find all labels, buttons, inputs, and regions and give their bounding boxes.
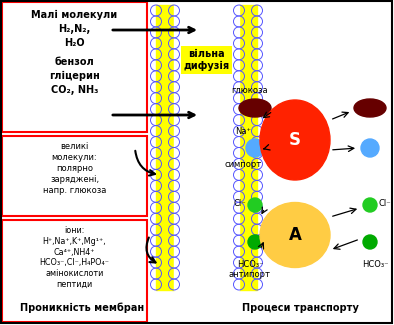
Text: вільна
дифузія: вільна дифузія	[184, 49, 230, 71]
Text: H₂,N₂,: H₂,N₂,	[58, 24, 91, 34]
Ellipse shape	[239, 99, 271, 117]
Text: великі
молекули:
полярно
заряджені,
напр. глюкоза: великі молекули: полярно заряджені, напр…	[43, 142, 106, 195]
Circle shape	[363, 235, 377, 249]
Bar	[239, 5, 257, 290]
Circle shape	[248, 198, 262, 212]
Circle shape	[246, 139, 264, 157]
Text: симпорт: симпорт	[224, 160, 262, 169]
Text: гліцерин: гліцерин	[49, 71, 100, 81]
Ellipse shape	[260, 202, 330, 267]
Text: HCO₃⁻: HCO₃⁻	[362, 260, 388, 269]
Text: бензол: бензол	[55, 57, 95, 67]
Text: Малі молекули: Малі молекули	[32, 10, 118, 20]
Text: Cl⁻: Cl⁻	[234, 199, 246, 207]
Text: глюкоза: глюкоза	[232, 86, 268, 95]
Bar	[174, 5, 239, 290]
Text: Проникність мембран: Проникність мембран	[20, 303, 144, 313]
Text: Процеси транспорту: Процеси транспорту	[242, 303, 359, 313]
Text: Na⁺: Na⁺	[235, 127, 251, 136]
Text: H₂O: H₂O	[64, 38, 85, 48]
Ellipse shape	[260, 100, 330, 180]
Text: S: S	[289, 131, 301, 149]
Circle shape	[361, 139, 379, 157]
Bar	[156, 5, 174, 290]
Text: HCO₃⁻
антипорт: HCO₃⁻ антипорт	[229, 260, 271, 280]
FancyBboxPatch shape	[2, 220, 147, 322]
Text: Cl⁻: Cl⁻	[379, 199, 391, 207]
Circle shape	[248, 235, 262, 249]
Ellipse shape	[354, 99, 386, 117]
Text: A: A	[288, 226, 301, 244]
FancyBboxPatch shape	[2, 2, 147, 132]
Text: CO₂, NH₃: CO₂, NH₃	[51, 85, 98, 95]
Text: іони:
H⁺,Na⁺,K⁺,Mg¹⁺,
Ca⁴⁺,NH4⁺
HCO₃⁻,Cl⁻,H₄PO₄⁻
амінокислоти
пептиди: іони: H⁺,Na⁺,K⁺,Mg¹⁺, Ca⁴⁺,NH4⁺ HCO₃⁻,Cl…	[39, 226, 110, 289]
FancyBboxPatch shape	[2, 136, 147, 216]
Circle shape	[363, 198, 377, 212]
